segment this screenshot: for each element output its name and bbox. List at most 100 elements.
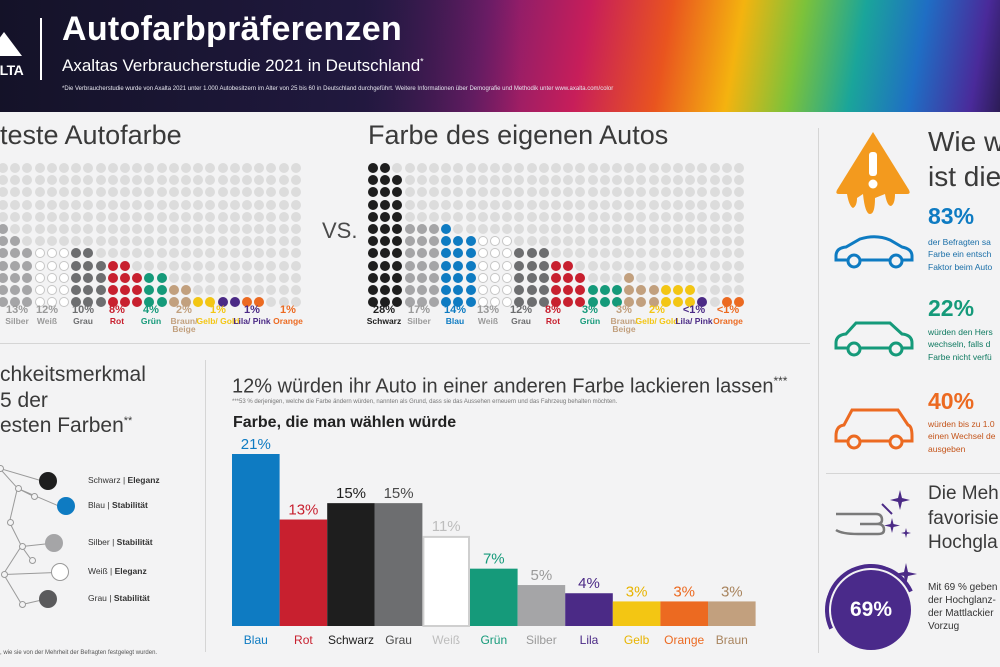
empty-dot: [721, 163, 732, 173]
empty-dot: [290, 236, 301, 247]
own-label-braun: 3% Braun/ Beige: [601, 304, 647, 334]
fav-name-grün: Grün: [140, 315, 162, 326]
fav-pct-orange: 1%: [280, 304, 296, 316]
empty-dot: [83, 224, 94, 234]
gloss-title-line-1: Die Meh: [928, 483, 999, 504]
dot-blau: [453, 260, 464, 271]
dot-grau: [526, 297, 537, 308]
own-pct-schwarz: 28%: [372, 304, 396, 316]
gloss-title: Die Meh favorisie Hochgla: [928, 482, 999, 556]
empty-dot: [205, 199, 216, 210]
network-node: [0, 465, 4, 472]
empty-dot: [193, 236, 204, 247]
empty-dot: [465, 211, 476, 222]
fav-pct-silber: 13%: [5, 304, 29, 316]
empty-dot: [697, 175, 708, 186]
attributes-footnote: , wie sie von der Mehrheit der Befragten…: [0, 650, 158, 656]
bar-category-label: Rot: [294, 633, 313, 647]
stat-22-line-2: wechseln, falls d: [928, 339, 991, 350]
empty-dot: [168, 211, 179, 222]
empty-dot: [229, 211, 240, 222]
empty-dot: [587, 248, 598, 259]
gloss-text: Mit 69 % geben der Hochglanz- der Mattla…: [928, 581, 1000, 633]
empty-dot: [217, 199, 228, 210]
dot-weiß: [477, 260, 488, 271]
empty-dot: [290, 211, 301, 222]
empty-dot: [71, 175, 82, 186]
dot-grau: [83, 285, 94, 295]
gloss-text-line-1: Mit 69 % geben: [928, 582, 998, 593]
sedan-car-icon: [834, 321, 914, 357]
empty-dot: [193, 175, 204, 186]
empty-dot: [660, 175, 671, 186]
empty-dot: [254, 211, 265, 222]
dot-weiß: [502, 272, 513, 283]
dot-weiß: [502, 260, 513, 271]
empty-dot: [242, 248, 252, 259]
empty-dot: [490, 211, 500, 222]
empty-dot: [229, 224, 240, 234]
dot-silber: [22, 285, 33, 295]
dot-blau: [465, 297, 476, 308]
fav-name-grau: Grau: [73, 315, 93, 326]
empty-dot: [660, 272, 671, 283]
empty-dot: [709, 211, 720, 222]
empty-dot: [734, 199, 744, 210]
dot-blau: [465, 248, 476, 259]
bar-value-label: 4%: [578, 575, 600, 592]
empty-dot: [229, 236, 240, 247]
network-node: [7, 519, 14, 526]
empty-dot: [685, 248, 696, 259]
dot-blau: [453, 297, 464, 308]
empty-dot: [71, 163, 82, 173]
empty-dot: [612, 236, 622, 247]
empty-dot: [563, 236, 574, 247]
dot-silber: [10, 272, 21, 283]
own-pct-lila: <1%: [682, 304, 706, 316]
attribute-color-name: Grau |: [88, 593, 114, 603]
dot-schwarz: [380, 285, 391, 295]
fav-name-weiß: Weiß: [36, 315, 58, 326]
own-pct-blau: 14%: [443, 304, 467, 316]
dot-blau: [441, 297, 452, 308]
empty-dot: [453, 187, 464, 198]
empty-dot: [453, 211, 464, 222]
importance-title-line-1: Wie wic: [928, 126, 1000, 157]
empty-dot: [587, 199, 598, 210]
empty-dot: [132, 175, 143, 186]
dot-blau: [453, 236, 464, 247]
empty-dot: [46, 199, 57, 210]
dot-schwarz: [380, 297, 391, 308]
empty-dot: [514, 211, 525, 222]
empty-dot: [660, 199, 671, 210]
dot-blau: [465, 272, 476, 283]
attribute-trait: Stabilität: [116, 537, 153, 547]
bar-value-label: 3%: [626, 583, 648, 600]
dot-braun: [168, 297, 179, 308]
bar-category-label: Lila: [580, 633, 599, 647]
dot-schwarz: [392, 248, 403, 259]
empty-dot: [46, 187, 57, 198]
empty-dot: [168, 272, 179, 283]
empty-dot: [477, 163, 488, 173]
fav-label-grün: 4% Grün: [128, 304, 174, 326]
empty-dot: [636, 272, 647, 283]
empty-dot: [107, 199, 118, 210]
attributes-title-line-1: chkeitsmerkmal: [0, 363, 146, 386]
empty-dot: [392, 163, 403, 173]
empty-dot: [526, 187, 537, 198]
empty-dot: [563, 248, 574, 259]
dot-braun: [624, 272, 635, 283]
own-label-orange: <1% Orange: [705, 304, 751, 325]
empty-dot: [205, 224, 216, 234]
dot-schwarz: [380, 224, 391, 234]
empty-dot: [242, 272, 252, 283]
empty-dot: [612, 199, 622, 210]
empty-dot: [59, 199, 69, 210]
bar-grau: [374, 503, 423, 626]
dot-silber: [0, 272, 8, 283]
dot-gelb: [673, 297, 683, 308]
empty-dot: [636, 175, 647, 186]
dot-schwarz: [368, 285, 378, 295]
dot-silber: [22, 272, 33, 283]
